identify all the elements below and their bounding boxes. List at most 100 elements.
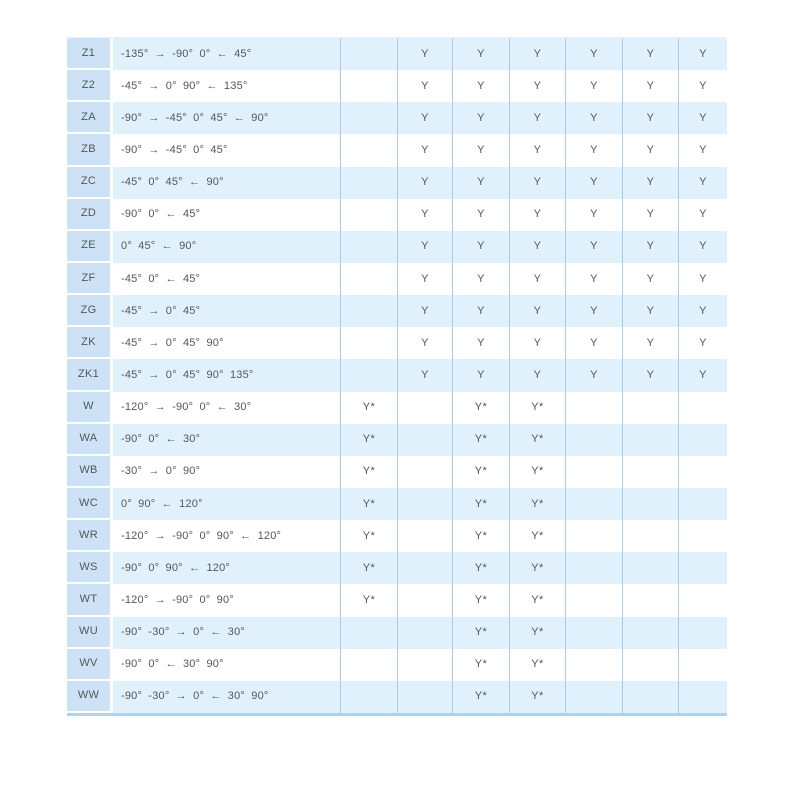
variant-code-cell: ZA (67, 102, 110, 135)
angle-sequence-cell: -45° → 0° 45° 90° 135° (113, 359, 340, 392)
column-gap (110, 391, 113, 424)
variant-code-cell: Z2 (67, 70, 110, 103)
availability-mark-cell (678, 423, 727, 456)
availability-mark-cell (678, 552, 727, 585)
availability-mark-cell: Y (565, 198, 622, 231)
availability-mark-cell (565, 520, 622, 553)
availability-mark-cell: Y (678, 198, 727, 231)
availability-mark-cell (678, 487, 727, 521)
column-gap (110, 584, 113, 617)
availability-mark-cell: Y (452, 359, 509, 392)
availability-mark-cell (340, 134, 397, 167)
column-gap (110, 552, 113, 585)
availability-mark-cell: Y (509, 198, 565, 231)
availability-mark-cell (340, 166, 397, 199)
column-gap (110, 102, 113, 135)
availability-mark-cell: Y (565, 134, 622, 167)
availability-mark-cell (565, 391, 622, 424)
availability-mark-cell: Y* (452, 487, 509, 521)
table-row: WS -90° 0° 90° ← 120° Y* Y* Y* (67, 552, 727, 585)
column-gap (110, 359, 113, 392)
availability-mark-cell: Y* (509, 552, 565, 585)
availability-mark-cell (340, 38, 397, 71)
availability-mark-cell: Y (397, 359, 452, 392)
availability-mark-cell (340, 102, 397, 135)
availability-mark-cell: Y* (340, 391, 397, 424)
availability-mark-cell (565, 423, 622, 456)
column-gap (110, 262, 113, 296)
availability-mark-cell (678, 648, 727, 681)
availability-mark-cell: Y* (509, 423, 565, 456)
variant-code-cell: WV (67, 648, 110, 681)
variant-code-cell: WB (67, 455, 110, 488)
availability-mark-cell (397, 391, 452, 424)
variant-code-cell: Z1 (67, 38, 110, 71)
availability-mark-cell: Y (397, 134, 452, 167)
availability-mark-cell: Y* (340, 455, 397, 488)
availability-mark-cell (397, 584, 452, 617)
angle-sequence-cell: -45° → 0° 45° 90° (121, 336, 224, 349)
variant-code-cell: W (67, 391, 110, 424)
availability-mark-cell: Y (622, 327, 678, 360)
availability-mark-cell (397, 552, 452, 585)
angle-sequence-cell: -45° → 0° 90° ← 135° (121, 79, 248, 92)
availability-mark-cell: Y (565, 327, 622, 360)
availability-mark-cell: Y (622, 198, 678, 231)
availability-mark-cell (340, 616, 397, 649)
availability-mark-cell (397, 520, 452, 553)
availability-mark-cell (678, 616, 727, 649)
availability-mark-cell: Y (397, 230, 452, 263)
availability-mark-cell (340, 680, 397, 713)
availability-mark-cell (565, 648, 622, 681)
angle-sequence-cell: -90° → -45° 0° 45° ← 90° (113, 102, 340, 135)
availability-mark-cell: Y (397, 166, 452, 199)
availability-mark-cell: Y (452, 262, 509, 296)
column-gap (110, 295, 113, 328)
availability-mark-cell: Y (622, 102, 678, 135)
table-row: WU -90° -30° → 0° ← 30° Y* Y* (67, 616, 727, 649)
availability-mark-cell: Y (678, 38, 727, 71)
availability-mark-cell: Y (622, 295, 678, 328)
availability-mark-cell (340, 198, 397, 231)
availability-mark-cell: Y (565, 230, 622, 263)
availability-mark-cell: Y* (509, 391, 565, 424)
availability-mark-cell: Y* (452, 455, 509, 488)
angle-sequence-cell: -90° 0° ← 45° (121, 208, 201, 221)
angle-sequence-cell: -90° -30° → 0° ← 30° (113, 616, 340, 649)
availability-mark-cell (565, 487, 622, 521)
angle-sequence-cell: -45° 0° 45° ← 90° (113, 166, 340, 199)
column-gap (110, 230, 113, 263)
variant-code-cell: WR (67, 520, 110, 553)
availability-mark-cell (340, 70, 397, 103)
variant-code-cell: ZC (67, 166, 110, 199)
availability-mark-cell: Y (397, 102, 452, 135)
availability-mark-cell: Y* (452, 391, 509, 424)
variant-code-cell: WA (67, 423, 110, 456)
table-row: WC 0° 90° ← 120° Y* Y* Y* (67, 487, 727, 521)
availability-mark-cell: Y* (509, 584, 565, 617)
swivel-angle-table: Z1 -135° → -90° 0° ← 45° Y Y Y Y Y Y Z2 … (67, 37, 727, 716)
table-row: ZG -45° → 0° 45° Y Y Y Y Y Y (67, 295, 727, 328)
availability-mark-cell: Y (622, 230, 678, 263)
variant-code-cell: WC (67, 487, 110, 521)
availability-mark-cell (622, 616, 678, 649)
availability-mark-cell (397, 680, 452, 713)
availability-mark-cell: Y* (509, 648, 565, 681)
availability-mark-cell (622, 552, 678, 585)
availability-mark-cell (565, 584, 622, 617)
availability-mark-cell: Y (622, 38, 678, 71)
availability-mark-cell: Y (397, 262, 452, 296)
variant-code-cell: WW (67, 680, 110, 713)
availability-mark-cell (340, 262, 397, 296)
availability-mark-cell: Y (678, 102, 727, 135)
column-gap (110, 455, 113, 488)
availability-mark-cell (565, 616, 622, 649)
availability-mark-cell: Y (509, 38, 565, 71)
table-row: WA -90° 0° ← 30° Y* Y* Y* (67, 423, 727, 456)
table-row: WT -120° → -90° 0° 90° Y* Y* Y* (67, 584, 727, 617)
availability-mark-cell: Y (678, 134, 727, 167)
availability-mark-cell: Y (452, 295, 509, 328)
angle-sequence-cell: -120° → -90° 0° 90° ← 120° (121, 529, 282, 542)
angle-sequence-cell: -120° → -90° 0° 90° (121, 593, 234, 606)
